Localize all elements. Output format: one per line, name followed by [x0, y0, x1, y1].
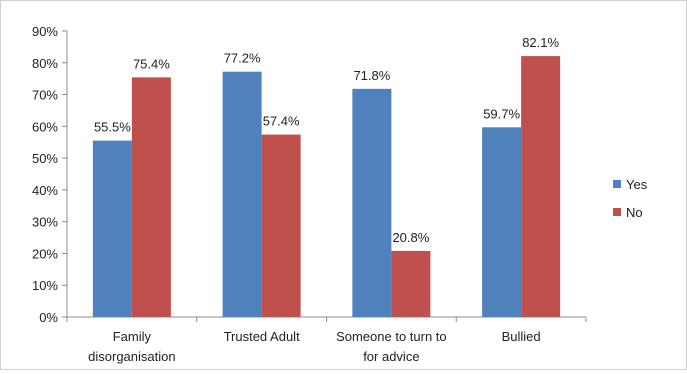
y-tick-label: 0%	[39, 310, 58, 325]
data-label: 75.4%	[133, 56, 170, 71]
y-tick-label: 40%	[32, 183, 58, 198]
y-tick-label: 70%	[32, 88, 58, 103]
bar-yes	[482, 127, 522, 317]
bar-yes	[92, 140, 132, 317]
y-tick-label: 20%	[32, 246, 58, 261]
legend-label-yes: Yes	[626, 177, 648, 192]
data-label: 71.8%	[353, 68, 390, 83]
legend-swatch-no	[613, 208, 621, 216]
category-label: Bullied	[502, 329, 541, 344]
legend-label-no: No	[626, 205, 643, 220]
bar-no	[391, 250, 431, 317]
y-axis-ticks: 0% 10% 20% 30% 40% 50% 60% 70% 80% 90%	[32, 24, 67, 325]
legend: Yes No	[613, 177, 648, 220]
data-label: 77.2%	[224, 51, 261, 66]
category-label: Family disorganisation	[88, 329, 175, 364]
data-label: 59.7%	[483, 106, 520, 121]
y-tick-label: 10%	[32, 278, 58, 293]
y-tick-label: 90%	[32, 24, 58, 39]
y-tick-label: 50%	[32, 151, 58, 166]
legend-swatch-yes	[613, 180, 621, 188]
data-label: 55.5%	[94, 120, 131, 135]
y-tick-label: 80%	[32, 56, 58, 71]
bars	[92, 56, 561, 318]
category-label: Trusted Adult	[224, 329, 301, 344]
data-labels: 55.5% 75.4% 77.2% 57.4% 71.8% 20.8% 59.7% 82.1%	[94, 35, 560, 245]
y-tick-label: 30%	[32, 215, 58, 230]
category-label: Someone to turn to for advice	[336, 329, 447, 364]
data-label: 57.4%	[263, 114, 300, 129]
bar-no	[521, 56, 561, 318]
bar-no	[261, 134, 301, 317]
bar-yes	[352, 88, 392, 317]
category-labels: Family disorganisation Trusted Adult Someon…	[88, 329, 540, 364]
y-tick-label: 60%	[32, 119, 58, 134]
bar-no	[131, 77, 171, 317]
bar-yes	[222, 71, 262, 317]
data-label: 82.1%	[522, 35, 559, 50]
data-label: 20.8%	[392, 230, 429, 245]
